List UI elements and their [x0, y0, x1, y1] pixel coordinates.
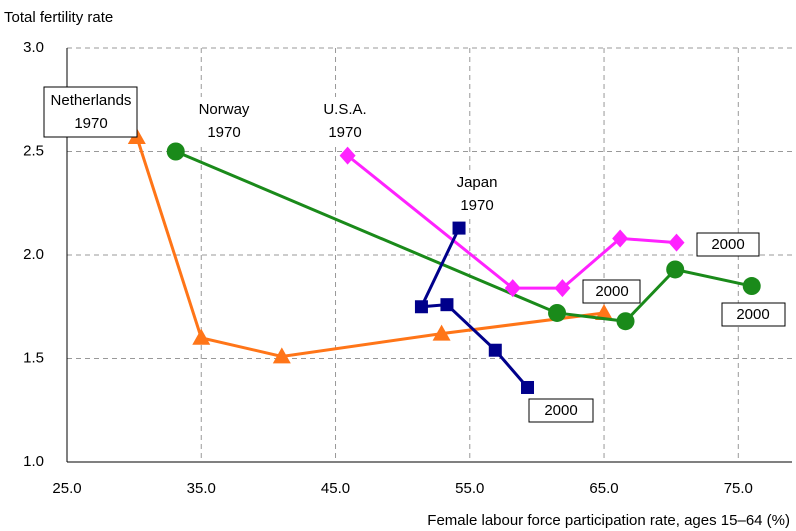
annotation: 2000 — [595, 283, 628, 300]
annotation: U.S.A. — [323, 101, 366, 118]
data-point — [192, 328, 211, 345]
annotation-box — [721, 302, 786, 327]
annotation: Japan — [457, 174, 498, 191]
x-tick-label: 65.0 — [589, 480, 618, 497]
data-point — [548, 303, 567, 322]
annotation-box — [184, 97, 264, 145]
data-point — [488, 343, 502, 357]
annotation: Netherlands — [51, 92, 132, 109]
y-tick-label: 1.5 — [23, 349, 44, 366]
data-point — [612, 229, 629, 248]
data-point — [616, 312, 635, 331]
y-tick-label: 2.0 — [23, 246, 44, 263]
data-point — [272, 347, 291, 364]
annotation-box — [582, 279, 641, 304]
y-tick-label: 3.0 — [23, 39, 44, 56]
data-point — [432, 324, 451, 341]
annotation-box — [528, 398, 594, 423]
annotation: 1970 — [74, 115, 107, 132]
data-point — [666, 260, 685, 279]
x-tick-label: 35.0 — [187, 480, 216, 497]
data-point — [414, 300, 428, 314]
annotation: 2000 — [711, 236, 744, 253]
x-tick-label: 55.0 — [455, 480, 484, 497]
annotation: 1970 — [460, 197, 493, 214]
annotation: Norway — [199, 101, 250, 118]
data-point — [166, 142, 185, 161]
annotation-box — [43, 86, 138, 138]
annotation-box — [438, 170, 516, 218]
x-axis-title: Female labour force participation rate, … — [427, 512, 790, 529]
data-point — [504, 279, 521, 298]
data-point — [452, 221, 466, 235]
x-tick-label: 25.0 — [52, 480, 81, 497]
data-point — [595, 303, 614, 320]
data-point — [554, 279, 571, 298]
annotation: 1970 — [328, 124, 361, 141]
annotation-box — [306, 97, 384, 145]
y-tick-label: 1.0 — [23, 453, 44, 470]
x-tick-label: 45.0 — [321, 480, 350, 497]
data-point — [668, 233, 685, 252]
annotation-box — [696, 232, 760, 257]
y-axis-title: Total fertility rate — [4, 9, 113, 26]
annotation: 1970 — [207, 124, 240, 141]
annotation: 2000 — [544, 402, 577, 419]
series-line — [418, 227, 529, 389]
series-line — [135, 136, 605, 358]
data-point — [521, 380, 535, 394]
annotation: 2000 — [736, 306, 769, 323]
data-point — [339, 146, 356, 165]
y-tick-label: 2.5 — [23, 142, 44, 159]
data-point — [440, 298, 454, 312]
x-tick-label: 75.0 — [724, 480, 753, 497]
data-point — [742, 277, 761, 296]
